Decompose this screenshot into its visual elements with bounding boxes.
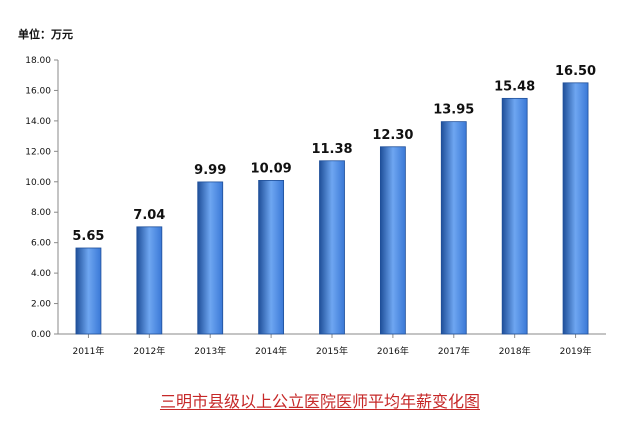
data-label: 12.30 [372,128,413,143]
y-tick-label: 18.00 [25,56,51,66]
x-tick-label: 2013年 [194,345,226,357]
x-tick-label: 2016年 [377,345,409,357]
data-label: 15.48 [494,79,535,94]
data-label: 5.65 [72,229,104,244]
x-tick-label: 2018年 [499,345,531,357]
bar [258,180,285,335]
y-tick-label: 14.00 [25,117,51,127]
bar [562,82,589,335]
data-label: 16.50 [555,64,596,79]
x-tick-label: 2012年 [133,345,165,357]
x-tick-label: 2019年 [560,345,592,357]
x-tick-label: 2014年 [255,345,287,357]
bar [136,226,163,335]
y-tick-label: 8.00 [31,208,51,218]
labels-layer: 5.65 7.04 9.99 10.09 11.38 12.30 13.95 15.48 16.… [72,64,596,244]
bar [440,121,467,335]
unit-label: 单位：万元 [18,28,73,41]
x-tick-label: 2017年 [438,345,470,357]
y-tick-label: 16.00 [25,86,51,96]
x-tick-label: 2011年 [72,345,104,357]
chart-title: 三明市县级以上公立医院医师平均年薪变化图 [159,392,480,411]
bar [501,97,528,335]
y-tick-label: 12.00 [25,147,51,157]
bar [75,247,102,335]
data-label: 7.04 [133,208,165,223]
data-label: 10.09 [251,161,292,176]
axes-layer: 0.00 2.00 4.00 6.00 8.00 10.00 12.00 14.00 16.00… [25,56,606,357]
data-label: 11.38 [311,142,352,157]
data-label: 9.99 [194,163,226,178]
data-label: 13.95 [433,103,474,118]
x-tick-label: 2015年 [316,345,348,357]
y-tick-label: 10.00 [25,178,51,188]
y-tick-label: 4.00 [31,269,51,279]
y-tick-label: 6.00 [31,239,51,249]
bar [197,181,224,335]
bar [319,160,345,335]
y-tick-label: 0.00 [31,330,51,340]
bars-layer [75,82,589,335]
y-tick-label: 2.00 [31,300,51,310]
bar [379,146,406,335]
